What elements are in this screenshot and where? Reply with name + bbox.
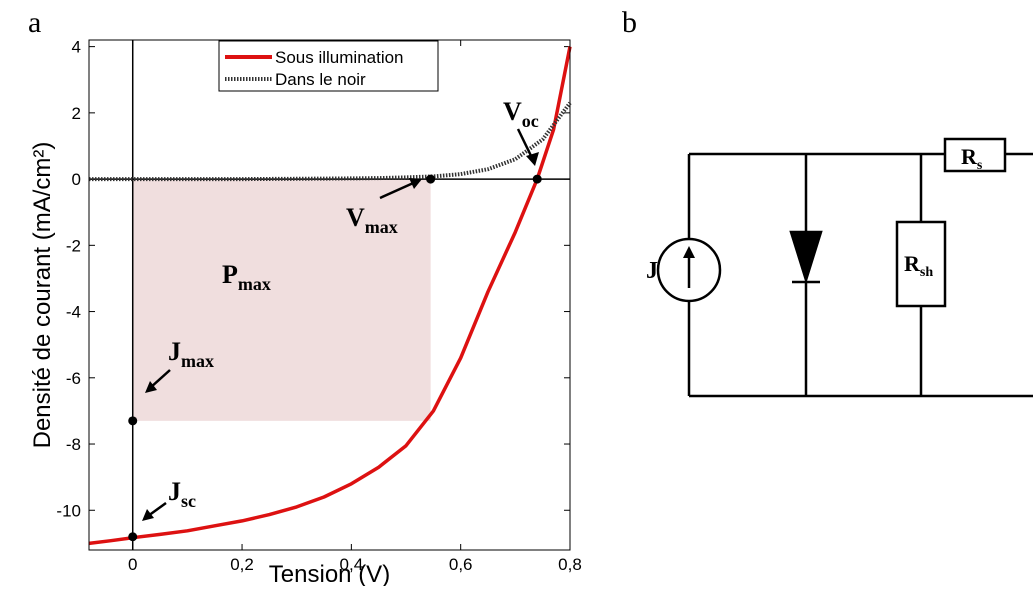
current-source-arrowhead (683, 246, 695, 258)
jmax-arrowhead (145, 381, 157, 393)
y-tick-label: -10 (56, 501, 81, 520)
panel-a-label: a (28, 6, 41, 39)
rs-resistor (943, 137, 1007, 173)
x-tick-label: 0,8 (558, 555, 582, 574)
y-axis-label: Densité de courant (mA/cm²) (29, 142, 56, 449)
y-tick-label: -2 (66, 236, 81, 255)
legend-label-illumination: Sous illumination (275, 48, 404, 67)
y-tick-label: 0 (72, 170, 81, 189)
x-tick-label: 0,4 (340, 555, 364, 574)
diode-triangle (789, 230, 823, 285)
point-jsc (128, 532, 138, 542)
y-tick-label: -4 (66, 303, 81, 322)
equivalent-circuit (656, 137, 1033, 398)
current-source-label: J (646, 258, 658, 284)
plot-frame (88, 39, 571, 551)
series-illumination-line (88, 46, 572, 546)
voc-arrowhead (526, 152, 539, 166)
series-dark-line (89, 101, 572, 182)
point-vmax (426, 174, 436, 184)
y-axis-ticks: 4 2 0 -2 -4 -6 -8 -10 (56, 38, 570, 520)
x-tick-label: 0,2 (230, 555, 254, 574)
iv-chart: 4 2 0 -2 -4 -6 -8 -10 0 0,2 0,4 0,6 0,8 Tension (V)… (29, 38, 582, 588)
pmax-annotation: Pmax (222, 260, 271, 294)
voc-annotation: Voc (503, 97, 539, 131)
series-group (88, 46, 572, 546)
legend-box (218, 40, 439, 92)
x-tick-label: 0 (128, 555, 137, 574)
rsh-resistor (895, 220, 947, 308)
y-tick-label: 2 (72, 104, 81, 123)
jsc-arrow (147, 501, 167, 518)
x-axis-label: Tension (V) (269, 561, 390, 586)
legend-label-dark: Dans le noir (275, 70, 366, 89)
x-axis-ticks: 0 0,2 0,4 0,6 0,8 (128, 40, 582, 574)
vmax-annotation: Vmax (346, 203, 398, 237)
rsh-label: Rsh (904, 251, 933, 280)
jmax-annotation: Jmax (168, 337, 214, 371)
y-tick-label: -8 (66, 435, 81, 454)
pmax-area (132, 179, 431, 421)
key-points (128, 174, 542, 542)
current-source-symbol (656, 237, 722, 303)
vmax-arrowhead (409, 178, 422, 189)
jsc-arrowhead (142, 509, 154, 521)
x-tick-label: 0,6 (449, 555, 473, 574)
point-voc (532, 174, 542, 184)
y-tick-label: -6 (66, 369, 81, 388)
y-tick-label: 4 (72, 38, 81, 57)
jsc-annotation: Jsc (168, 477, 196, 511)
panel-b-label: b (622, 6, 637, 39)
jmax-arrow (149, 369, 171, 389)
legend: Sous illumination Dans le noir (218, 40, 439, 92)
rs-label: Rs (961, 144, 983, 173)
point-jmax (128, 416, 138, 426)
